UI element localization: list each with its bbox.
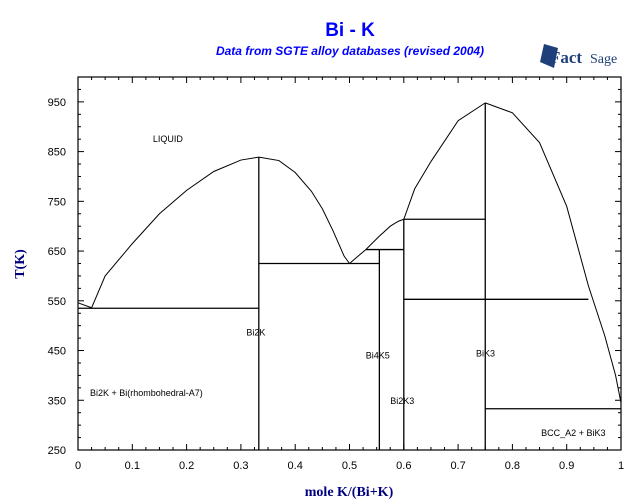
x-axis-label: mole K/(Bi+K) xyxy=(305,485,394,500)
factsage-logo: Fact Sage xyxy=(540,44,617,68)
x-tick-label: 0.4 xyxy=(288,460,303,472)
y-tick-labels: 250 350 450 550 650 750 850 950 xyxy=(48,97,66,457)
x-tick-labels: 0 0.1 0.2 0.3 0.4 0.5 0.6 0.7 0.8 0.9 1 xyxy=(75,460,624,472)
x-tick-label: 0 xyxy=(75,460,81,472)
y-axis-label: T(K) xyxy=(13,249,28,279)
liquidus-curve xyxy=(77,302,92,309)
y-tick-label: 550 xyxy=(48,296,66,308)
liquidus-curve xyxy=(91,156,259,308)
phase-labels: LIQUID Bi2K Bi4K5 Bi2K3 BiK3 Bi2K + Bi(rhombo… xyxy=(90,134,606,438)
phase-label: Bi2K3 xyxy=(390,396,414,406)
chart-subtitle: Data from SGTE alloy databases (revised … xyxy=(215,44,485,58)
svg-text:Sage: Sage xyxy=(590,52,617,67)
liquidus-curve xyxy=(403,102,486,220)
x-tick-label: 0.6 xyxy=(396,460,411,472)
axis-ticks xyxy=(77,76,622,451)
phase-label: Bi2K + Bi(rhombohedral-A7) xyxy=(90,388,203,398)
y-tick-label: 750 xyxy=(48,196,66,208)
y-tick-label: 850 xyxy=(48,147,66,159)
x-tick-label: 0.7 xyxy=(450,460,465,472)
phase-boundaries xyxy=(77,102,622,450)
svg-text:Fact: Fact xyxy=(550,48,582,67)
phase-label: BiK3 xyxy=(476,349,495,359)
x-tick-label: 0.5 xyxy=(342,460,357,472)
liquidus-curve xyxy=(258,156,350,264)
phase-label: Bi2K xyxy=(246,328,265,338)
y-tick-label: 350 xyxy=(48,395,66,407)
liquidus-curve xyxy=(349,218,404,264)
phase-label: Bi4K5 xyxy=(366,351,390,361)
y-tick-label: 450 xyxy=(48,346,66,358)
liquidus-curve xyxy=(485,102,622,403)
phase-label: BCC_A2 + BiK3 xyxy=(541,428,605,438)
chart-title: Bi - K xyxy=(325,20,375,41)
x-tick-label: 0.9 xyxy=(559,460,574,472)
x-tick-label: 1 xyxy=(618,460,624,472)
x-tick-label: 0.2 xyxy=(179,460,194,472)
x-tick-label: 0.3 xyxy=(233,460,248,472)
x-tick-label: 0.8 xyxy=(505,460,520,472)
y-tick-label: 950 xyxy=(48,97,66,109)
y-tick-label: 250 xyxy=(48,445,66,457)
phase-label: LIQUID xyxy=(153,134,184,144)
y-tick-label: 650 xyxy=(48,246,66,258)
x-tick-label: 0.1 xyxy=(125,460,140,472)
